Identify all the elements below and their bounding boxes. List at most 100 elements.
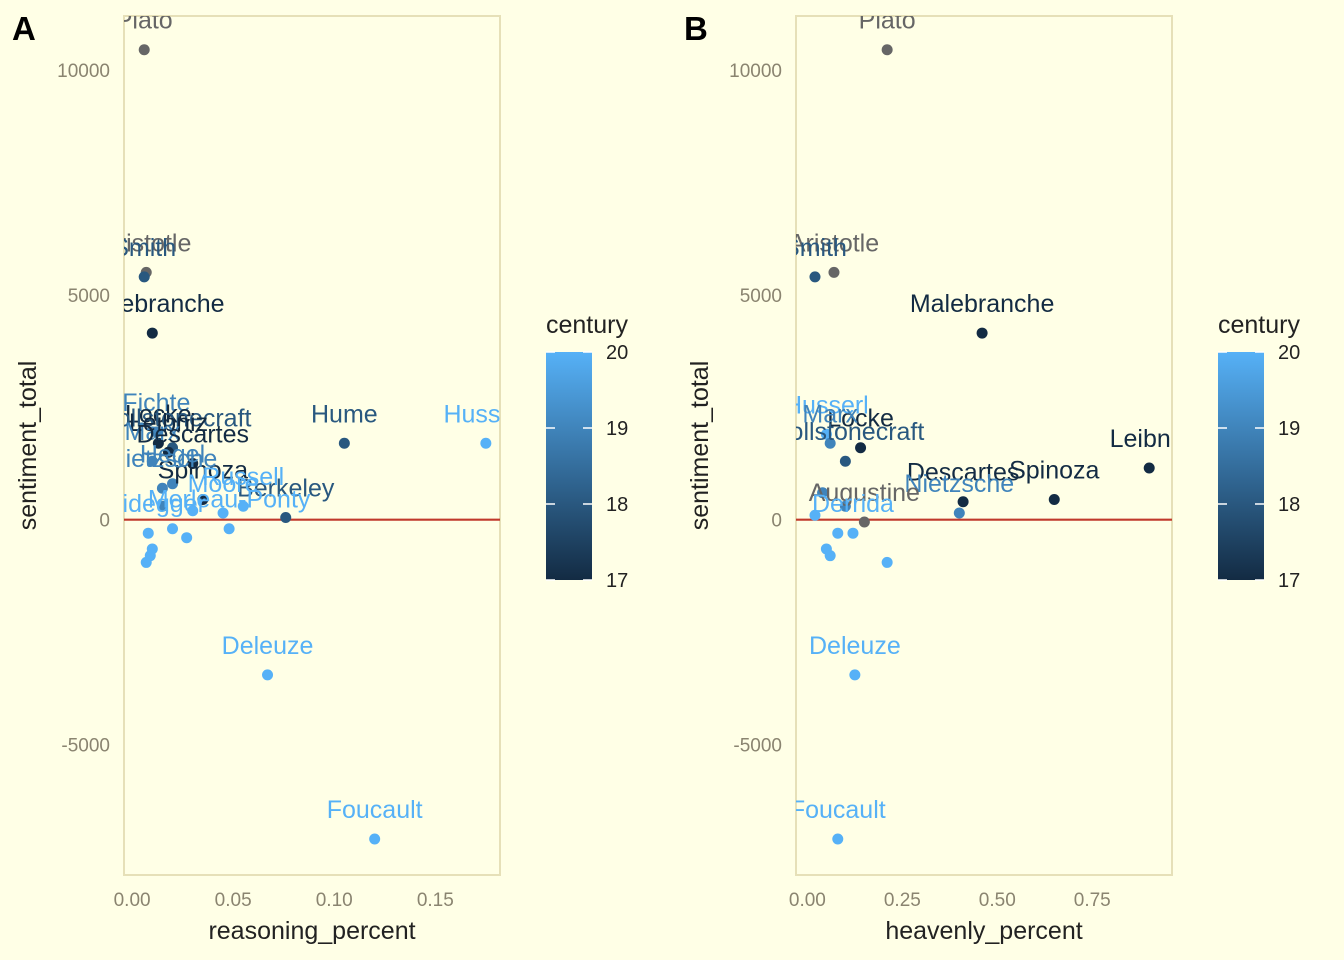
point-label: Deleuze xyxy=(809,632,901,660)
data-point xyxy=(828,266,840,278)
x-tick-label: 0.25 xyxy=(884,890,921,911)
data-point xyxy=(957,496,969,508)
y-tick-label: 10000 xyxy=(729,61,782,82)
point-label: Malebranche xyxy=(910,290,1055,318)
x-axis-title: reasoning_percent xyxy=(208,917,415,945)
legend-tick-label: 18 xyxy=(606,494,628,516)
x-tick-label: 0.75 xyxy=(1074,890,1111,911)
point-label: Marx xyxy=(125,418,181,446)
y-tick-label: 0 xyxy=(99,511,110,532)
data-point xyxy=(847,527,859,539)
data-point xyxy=(150,426,162,438)
legend-tick-label: 17 xyxy=(1278,570,1300,592)
y-tick-label: -5000 xyxy=(733,736,782,757)
data-point xyxy=(858,516,870,528)
x-tick-label: 0.50 xyxy=(979,890,1016,911)
point-label: Leibniz xyxy=(1110,425,1189,453)
data-point xyxy=(881,44,893,56)
point-label: Merleau-Ponty xyxy=(148,486,311,514)
point-label: Aristotle xyxy=(789,229,879,257)
data-point xyxy=(167,523,179,535)
legend-colorbar xyxy=(546,352,592,580)
point-label: Descartes xyxy=(136,420,249,448)
data-point xyxy=(280,511,292,523)
y-tick-label: -5000 xyxy=(61,736,110,757)
data-point xyxy=(181,532,193,544)
x-axis-title: heavenly_percent xyxy=(885,917,1082,945)
point-label: Foucault xyxy=(327,796,423,824)
y-tick-label: 5000 xyxy=(740,286,782,307)
data-point xyxy=(152,437,164,449)
point-label: Wollstonecraft xyxy=(94,405,252,433)
x-tick-label: 0.00 xyxy=(789,890,826,911)
point-label: Fichte xyxy=(122,389,190,417)
point-label: Heidegger xyxy=(91,490,206,518)
point-label: Nietzsche xyxy=(108,445,218,473)
data-point xyxy=(881,556,893,568)
point-label: Leibniz xyxy=(129,409,208,437)
data-point xyxy=(849,669,861,681)
data-point xyxy=(217,507,229,519)
point-label: Locke xyxy=(125,400,192,428)
panels: A 10000 5000 0 -5000 0.00 0.05 0.10 0.15reasonin… xyxy=(12,7,1189,945)
legend-colorbar xyxy=(1218,352,1264,580)
point-label: Hume xyxy=(311,400,378,428)
data-point xyxy=(156,500,168,512)
point-label: Wollstonecraft xyxy=(766,418,924,446)
data-point xyxy=(369,833,381,845)
legend-tick-label: 20 xyxy=(606,342,628,364)
legends: century 20 19 18 17 century 20 19 18 17 xyxy=(546,311,1300,592)
panel-b: B 10000 5000 0 -5000 0.00 0.25 0.50 0.75 heavenly… xyxy=(684,10,1189,945)
data-point xyxy=(820,428,832,440)
point-label: Husserl xyxy=(443,400,528,428)
data-point xyxy=(824,437,836,449)
data-point xyxy=(809,509,821,521)
point-label: Malebranche xyxy=(80,290,225,318)
legend-b: century 20 19 18 17 xyxy=(1218,311,1300,592)
legend-tick-label: 19 xyxy=(1278,418,1300,440)
point-label: Husserl xyxy=(784,391,869,419)
point-label: Nietzsche xyxy=(904,470,1014,498)
point-label: Marx xyxy=(802,400,858,428)
point-label: Smith xyxy=(112,234,176,262)
data-point xyxy=(839,455,851,467)
x-tick-label: 0.00 xyxy=(114,890,151,911)
point-label: Spinoza xyxy=(158,456,248,484)
data-point xyxy=(146,455,158,467)
data-point xyxy=(839,500,851,512)
data-point xyxy=(855,442,867,454)
point-label: Plato xyxy=(116,7,173,35)
panel-border xyxy=(123,15,501,876)
data-point xyxy=(809,271,821,283)
legend-a: century 20 19 18 17 xyxy=(546,311,628,592)
point-label: Spinoza xyxy=(1009,456,1099,484)
data-point xyxy=(1048,493,1060,505)
data-point xyxy=(824,550,836,562)
data-point xyxy=(480,437,492,449)
data-point xyxy=(167,478,179,490)
legend-title: century xyxy=(1218,311,1300,339)
data-point xyxy=(223,523,235,535)
y-tick-label: 10000 xyxy=(57,61,110,82)
data-point xyxy=(832,527,844,539)
data-point xyxy=(187,457,199,469)
panel-tag: B xyxy=(684,10,708,47)
data-point xyxy=(1143,462,1155,474)
data-point xyxy=(162,446,174,458)
point-label: Moore xyxy=(188,470,259,498)
point-label: Augustine xyxy=(809,479,920,507)
point-label: Locke xyxy=(827,405,894,433)
x-tick-label: 0.05 xyxy=(215,890,252,911)
data-point xyxy=(262,669,274,681)
data-point xyxy=(187,505,199,517)
point-label: Descartes xyxy=(907,459,1020,487)
panel-tag: A xyxy=(12,10,36,47)
x-tick-label: 0.15 xyxy=(417,890,454,911)
y-tick-label: 0 xyxy=(771,511,782,532)
legend-title: century xyxy=(546,311,628,339)
point-label: Berkeley xyxy=(237,474,335,502)
data-point xyxy=(146,327,158,339)
legend-tick-label: 18 xyxy=(1278,494,1300,516)
